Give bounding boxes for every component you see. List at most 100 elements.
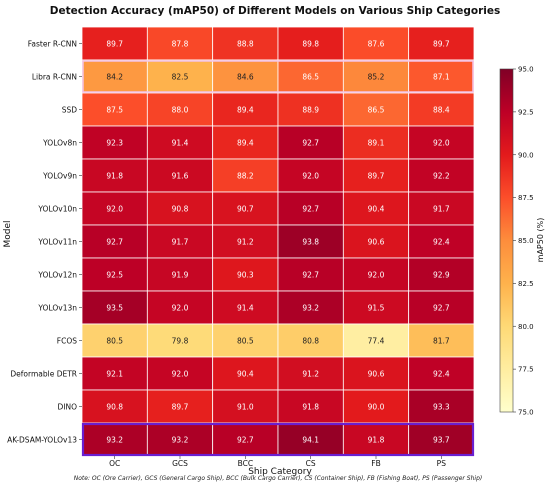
heatmap-cell [81, 224, 148, 259]
heatmap-cell [212, 290, 279, 325]
y-tick-label: DINO [57, 403, 77, 412]
cell-value-label: 91.6 [172, 172, 189, 181]
colorbar: 75.0 77.5 80.0 82.5 85.0 87.5 90.0 92.5 95.0 [499, 66, 534, 417]
cell-value-label: 90.8 [106, 403, 123, 412]
cell-value-label: 90.6 [368, 370, 385, 379]
cell-value-label: 92.7 [433, 304, 450, 313]
heatmap-cell [408, 356, 475, 391]
colorbar-tick-label: 85.0 [518, 237, 534, 245]
cell-value-label: 87.1 [433, 73, 450, 82]
heatmap-cell [212, 224, 279, 259]
cell-value-label: 90.3 [237, 271, 254, 280]
cell-value-label: 84.6 [237, 73, 254, 82]
heatmap-cell [81, 26, 148, 61]
heatmap-cell [81, 323, 148, 358]
cell-value-label: 86.5 [368, 106, 385, 115]
colorbar-tick-label: 77.5 [518, 366, 534, 374]
cell-value-label: 94.1 [302, 436, 319, 445]
row-highlight-box [81, 422, 475, 457]
cell-value-label: 89.8 [302, 40, 319, 49]
colorbar-tick-label: 82.5 [518, 280, 534, 288]
heatmap-cell [81, 158, 148, 193]
cell-value-label: 91.7 [172, 238, 189, 247]
heatmap-cell [146, 59, 214, 94]
cell-value-label: 92.7 [106, 238, 123, 247]
heatmap-cell [408, 92, 475, 127]
cell-value-label: 92.0 [106, 205, 123, 214]
colorbar-tick-label: 90.0 [518, 151, 534, 159]
cell-value-label: 84.2 [106, 73, 123, 82]
heatmap-cell [277, 389, 344, 424]
heatmap-cell [81, 356, 148, 391]
cell-value-label: 88.8 [237, 40, 254, 49]
cell-value-label: 87.8 [172, 40, 189, 49]
heatmap-cell [408, 290, 475, 325]
row-highlight-box [82, 60, 474, 93]
heatmap-cell [342, 158, 410, 193]
cell-value-label: 93.2 [302, 304, 319, 313]
heatmap-cell [81, 290, 148, 325]
cell-value-label: 88.2 [237, 172, 254, 181]
x-tick-labels: OC GCS BCC CS FB PS [109, 456, 446, 468]
heatmap-cell [81, 125, 148, 160]
x-tick-label: FB [371, 459, 380, 468]
cell-value-label: 91.9 [172, 271, 189, 280]
cell-value-label: 93.7 [433, 436, 450, 445]
y-tick-label: YOLOv13n [37, 304, 77, 313]
cell-value-label: 89.4 [237, 139, 254, 148]
heatmap-cell [212, 422, 279, 457]
cell-value-label: 89.7 [433, 40, 450, 49]
heatmap-cell [342, 290, 410, 325]
heatmap-cell [146, 323, 214, 358]
heatmap-cell [277, 257, 344, 292]
cell-value-label: 79.8 [172, 337, 189, 346]
heatmap-cell [146, 389, 214, 424]
cell-value-label: 89.7 [106, 40, 123, 49]
cell-value-label: 91.5 [368, 304, 385, 313]
heatmap-cell [408, 224, 475, 259]
heatmap-cell [277, 59, 344, 94]
heatmap-cell [81, 191, 148, 226]
y-tick-label: Libra R-CNN [32, 73, 77, 82]
heatmap-cell [146, 290, 214, 325]
y-tick-label: Deformable DETR [10, 370, 77, 379]
cell-value-label: 92.4 [433, 370, 450, 379]
heatmap-cell [408, 26, 475, 61]
cell-value-label: 91.2 [237, 238, 254, 247]
cell-value-label: 90.6 [368, 238, 385, 247]
y-tick-label: YOLOv9n [42, 172, 77, 181]
heatmap-cell [408, 257, 475, 292]
chart-note: Note: OC (Ore Carrier), GCS (General Car… [74, 475, 482, 482]
cell-value-label: 89.7 [368, 172, 385, 181]
cell-value-label: 91.2 [302, 370, 319, 379]
heatmap-cell [408, 125, 475, 160]
cell-value-label: 88.0 [172, 106, 189, 115]
heatmap-cell [146, 422, 214, 457]
cell-value-label: 88.9 [302, 106, 319, 115]
heatmap-cell [408, 59, 475, 94]
cell-value-label: 85.2 [368, 73, 385, 82]
chart-title: Detection Accuracy (mAP50) of Different … [50, 5, 500, 17]
cell-value-label: 90.4 [368, 205, 385, 214]
cell-value-label: 90.7 [237, 205, 254, 214]
colorbar-tick-label: 80.0 [518, 323, 534, 331]
y-axis-label: Model [3, 220, 13, 247]
x-axis-label: Ship Category [248, 467, 312, 477]
cell-value-label: 92.0 [433, 139, 450, 148]
cell-value-label: 92.7 [237, 436, 254, 445]
heatmap-cell [277, 422, 344, 457]
cell-value-label: 93.8 [302, 238, 319, 247]
y-tick-label: SSD [62, 106, 78, 115]
cell-value-label: 93.5 [106, 304, 123, 313]
cell-value-label: 92.2 [433, 172, 450, 181]
heatmap-cell [408, 389, 475, 424]
heatmap-cell [342, 422, 410, 457]
colorbar-tick-label: 75.0 [518, 409, 534, 417]
cell-value-label: 91.8 [302, 403, 319, 412]
x-tick-label: BCC [238, 459, 254, 468]
heatmap-cell [81, 389, 148, 424]
x-tick-label: CS [306, 459, 316, 468]
y-tick-label: FCOS [57, 337, 77, 346]
cell-value-label: 92.1 [106, 370, 123, 379]
cell-value-label: 92.0 [172, 370, 189, 379]
